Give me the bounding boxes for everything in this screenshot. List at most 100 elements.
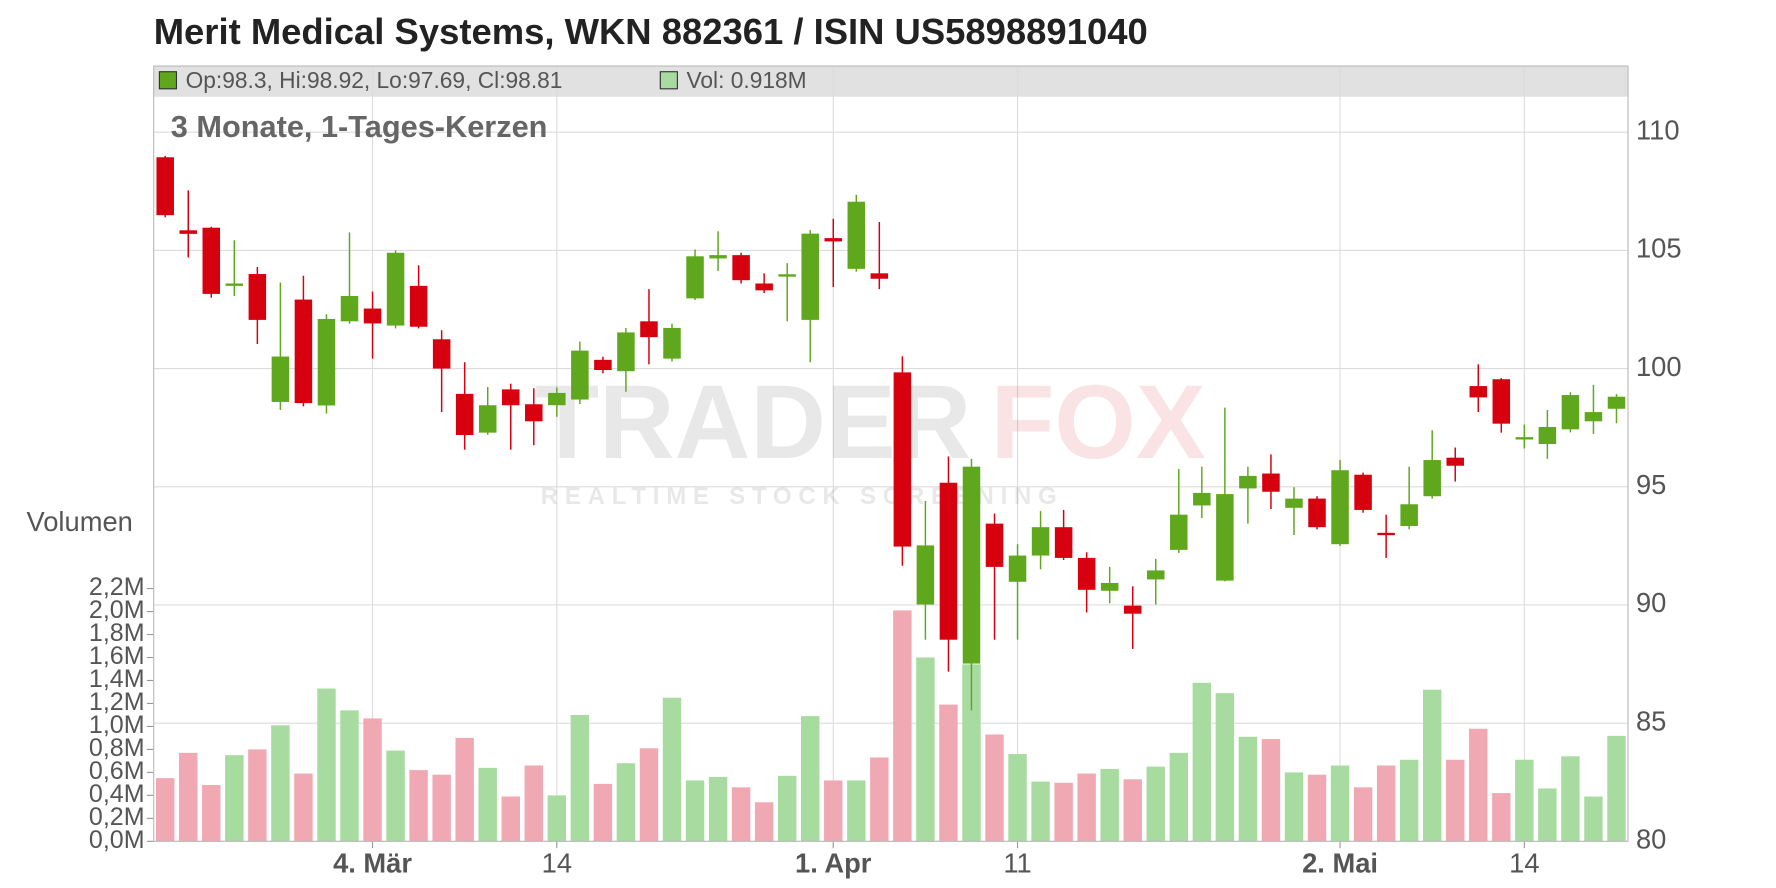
candle-body [1239, 475, 1257, 489]
volume-bar [1031, 781, 1050, 842]
volume-bar [1399, 759, 1419, 842]
volume-axis-label: Volumen [27, 506, 133, 537]
volume-bar [824, 780, 843, 842]
candle-body [225, 283, 244, 286]
candle-body [847, 201, 866, 269]
candle-body [294, 299, 313, 404]
candle-body [1147, 570, 1165, 580]
candle-body [1008, 555, 1027, 582]
candle-body [1123, 605, 1142, 614]
candle-body [778, 274, 796, 277]
grid [153, 66, 1628, 842]
candle-body [893, 372, 912, 547]
candle-body [1100, 582, 1119, 591]
x-tick-label: 4. Mär [333, 847, 412, 878]
candle-body [363, 308, 382, 324]
watermark: TRADER FOX REALTIME STOCK SCREENING [535, 364, 1206, 510]
volume-bar [1284, 772, 1304, 842]
volume-bar [801, 716, 820, 842]
candle-body [1170, 514, 1188, 550]
x-tick-label: 1. Apr [795, 847, 872, 878]
candle-body [386, 252, 405, 326]
volume-bar [1261, 739, 1281, 842]
volume-bar [155, 778, 175, 842]
legend-ohlc: Op:98.3, Hi:98.92, Lo:97.69, Cl:98.81 [186, 67, 563, 93]
volume-bar [962, 664, 981, 842]
candle-body [755, 283, 773, 291]
candle-body [271, 356, 290, 402]
candle-body [409, 285, 428, 327]
volume-bar [939, 704, 958, 842]
candle-body [478, 405, 497, 433]
volume-tick-label: 1,2M [89, 688, 145, 716]
candle-body [939, 482, 958, 640]
volume-bar [639, 748, 659, 842]
y-tick-label: 80 [1636, 824, 1666, 855]
candle-body [1446, 457, 1464, 466]
volume-bar [662, 697, 682, 842]
volume-bar [340, 710, 359, 842]
volume-bar [248, 749, 267, 842]
volume-bar [1376, 765, 1396, 842]
y-tick-label: 90 [1636, 587, 1666, 618]
volume-bar [363, 718, 382, 842]
volume-bar [547, 795, 567, 842]
candles [156, 155, 1626, 711]
candle-body [985, 523, 1004, 567]
volume-bar [1192, 682, 1212, 842]
legend-volume: Vol: 0.918M [686, 67, 806, 93]
volume-bar [432, 774, 451, 842]
watermark-tagline: REALTIME STOCK SCREENING [541, 483, 1064, 510]
candle-body [1285, 498, 1303, 508]
candle-body [1584, 412, 1603, 422]
candle-body [732, 255, 750, 281]
volume-bar [317, 688, 336, 842]
volume-bar [1123, 779, 1142, 842]
candle-body [1492, 379, 1511, 424]
candle-body [1354, 474, 1372, 510]
candle-body [1400, 504, 1418, 527]
candle-body [432, 339, 451, 369]
volume-bar [1422, 689, 1442, 842]
candle-body [1515, 437, 1534, 440]
volume-bar [777, 775, 797, 842]
x-tick-label: 14 [542, 847, 572, 878]
volume-bar [685, 780, 705, 842]
volume-bar [202, 785, 221, 842]
y-tick-label: 100 [1636, 351, 1682, 382]
candle-body [962, 466, 981, 664]
volume-tick-label: 2,2M [89, 573, 145, 601]
candle-body [571, 350, 589, 400]
volume-bar [1077, 773, 1096, 842]
candle-body [317, 318, 336, 406]
volume-bar [1561, 756, 1580, 842]
candle-body [640, 321, 658, 338]
volume-bar [708, 776, 728, 842]
candle-body [1077, 557, 1096, 590]
volume-tick-label: 0,8M [89, 734, 145, 762]
volume-bar [593, 783, 613, 842]
y-tick-label: 85 [1636, 705, 1666, 736]
candle-body [1031, 527, 1050, 556]
volume-bar [870, 757, 889, 842]
volume-bar [1469, 728, 1488, 842]
candle-body [340, 296, 359, 322]
volume-tick-label: 1,0M [89, 711, 145, 739]
volume-bar [1330, 765, 1350, 842]
volume-tick-label: 0,2M [89, 803, 145, 831]
volume-bar [1146, 766, 1165, 842]
candle-body [1377, 532, 1395, 536]
legend-swatch [659, 71, 678, 90]
volume-bar [893, 610, 912, 842]
candle-body [1054, 527, 1073, 558]
candle-body [1561, 395, 1580, 430]
watermark-text: FOX [990, 364, 1205, 481]
candle-body [202, 227, 221, 294]
x-tick-label: 2. Mai [1302, 847, 1378, 878]
x-tick-label: 14 [1509, 847, 1539, 878]
volume-tick-label: 1,6M [89, 642, 145, 670]
candle-body [501, 389, 520, 406]
candle-body [1607, 396, 1626, 409]
